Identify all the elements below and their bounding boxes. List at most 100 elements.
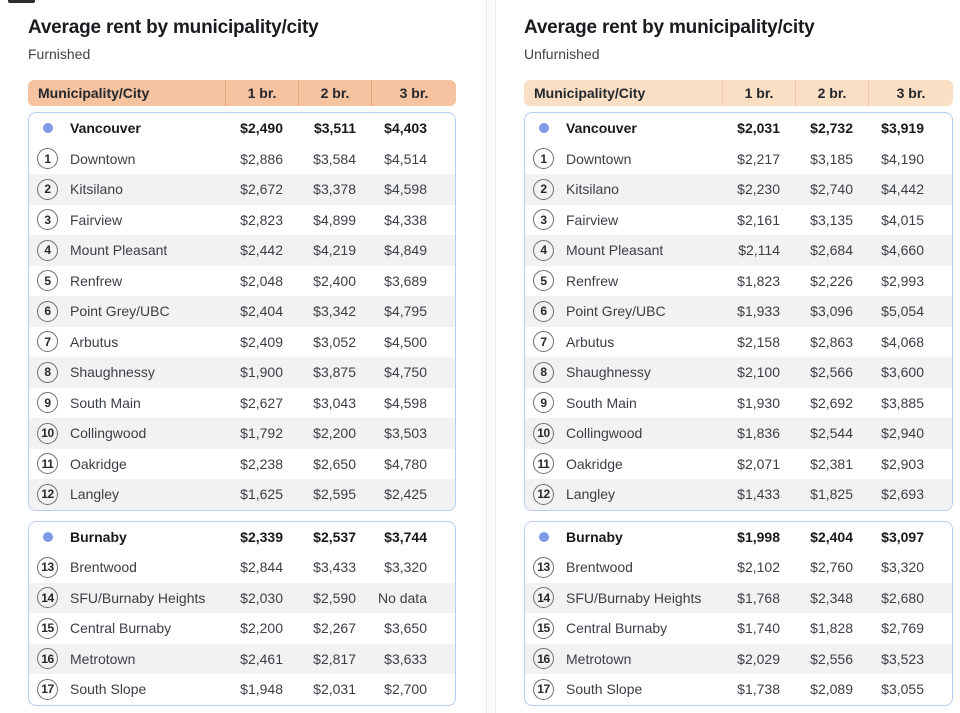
rent-value: $3,342 [313,303,356,320]
rank-badge: 13 [37,556,58,578]
neighborhood-name: Renfrew [70,272,123,289]
row-name-cell: 17 South Slope [29,678,224,700]
neighborhood-row: 1 Downtown $2,217 $3,185 $4,190 [525,144,952,175]
rent-value: $4,500 [384,333,427,350]
header-cell-2br: 2 br. [298,80,371,106]
row-name-cell: 8 Shaughnessy [525,361,721,383]
neighborhood-name: Central Burnaby [566,620,668,637]
city-marker-icon [538,123,549,134]
rent-value: $2,267 [313,620,356,637]
page-title: Average rent by municipality/city [28,17,319,38]
rent-value: $2,425 [384,486,427,503]
neighborhood-name: Oakridge [566,455,623,472]
panel-subtitle-furnished: Furnished [28,46,91,62]
rank-badge: 4 [37,239,58,261]
city-marker-icon [538,531,549,542]
rank-badge: 14 [37,587,58,609]
city-marker-icon [42,531,53,542]
neighborhood-row: 15 Central Burnaby $2,200 $2,267 $3,650 [29,613,455,644]
row-name-cell: 14 SFU/Burnaby Heights [525,587,721,609]
row-name-cell: 10 Collingwood [525,422,721,444]
furnished-panel: Average rent by municipality/city Furnis… [28,0,487,713]
rent-value: $2,071 [737,455,780,472]
row-name-cell: 9 South Main [29,392,224,414]
neighborhood-row: 13 Brentwood $2,102 $2,760 $3,320 [525,552,952,583]
rent-value: $3,523 [881,650,924,667]
rank-badge: 11 [533,453,554,475]
row-name-cell: 1 Downtown [29,148,224,170]
neighborhood-row: 11 Oakridge $2,238 $2,650 $4,780 [29,449,455,480]
rank-badge: 17 [533,678,554,700]
neighborhood-row: 14 SFU/Burnaby Heights $1,768 $2,348 $2,680 [525,582,952,613]
rent-value: $5,054 [881,303,924,320]
city-name: Burnaby [566,528,623,545]
neighborhood-row: 3 Fairview $2,161 $3,135 $4,015 [525,205,952,236]
rent-value: $4,190 [881,150,924,167]
rent-value: $4,338 [384,211,427,228]
neighborhood-name: South Slope [566,681,643,698]
rent-value: $2,404 [810,528,853,545]
rent-value: $4,660 [881,242,924,259]
rent-value: $4,598 [384,394,427,411]
rent-value: $2,381 [810,455,853,472]
neighborhood-name: South Main [566,394,637,411]
neighborhood-name: Point Grey/UBC [566,303,666,320]
row-name-cell: 3 Fairview [29,209,224,231]
rent-value: $2,200 [313,425,356,442]
cropped-element-artifact [8,0,35,3]
rent-value: $3,097 [881,528,924,545]
header-cell-2br: 2 br. [795,80,868,106]
rent-value: $4,068 [881,333,924,350]
rent-value: $2,461 [240,650,283,667]
neighborhood-row: 2 Kitsilano $2,230 $2,740 $4,442 [525,174,952,205]
neighborhood-name: Arbutus [70,333,119,350]
rent-value: $4,015 [881,211,924,228]
rent-value: $3,885 [881,394,924,411]
row-name-cell: 6 Point Grey/UBC [525,300,721,322]
neighborhood-row: 16 Metrotown $2,029 $2,556 $3,523 [525,643,952,674]
rent-value: $1,825 [810,486,853,503]
section-box: Burnaby $2,339 $2,537 $3,744 13 Brentwood $2,8… [28,520,456,706]
neighborhood-name: SFU/Burnaby Heights [566,589,702,606]
rank-badge: 15 [533,617,554,639]
row-name-cell: 12 Langley [29,483,224,505]
header-cell-1br: 1 br. [225,80,298,106]
neighborhood-name: Brentwood [70,559,137,576]
neighborhood-name: Point Grey/UBC [70,303,170,320]
neighborhood-row: 7 Arbutus $2,158 $2,863 $4,068 [525,327,952,358]
rent-value: $1,933 [737,303,780,320]
header-cell-municipality: Municipality/City [534,85,646,101]
row-name-cell: 15 Central Burnaby [29,617,224,639]
neighborhood-name: Mount Pleasant [566,242,664,259]
rank-badge: 7 [37,331,58,353]
neighborhood-name: Arbutus [566,333,615,350]
neighborhood-row: 9 South Main $1,930 $2,692 $3,885 [525,388,952,419]
neighborhood-row: 9 South Main $2,627 $3,043 $4,598 [29,388,455,419]
rent-value: $2,732 [810,120,853,137]
row-name-cell: 7 Arbutus [29,331,224,353]
rank-badge: 5 [533,270,554,292]
neighborhood-row: 10 Collingwood $1,792 $2,200 $3,503 [29,418,455,449]
section-box: Burnaby $1,998 $2,404 $3,097 13 Brentwood $2,1… [524,520,953,706]
rent-value: $4,849 [384,242,427,259]
rent-value: $1,768 [737,589,780,606]
rank-badge: 15 [37,617,58,639]
rent-value: $3,650 [384,620,427,637]
rent-value: $1,998 [737,528,780,545]
row-name-cell: 5 Renfrew [29,270,224,292]
rank-badge: 3 [37,209,58,231]
rent-value: $2,400 [313,272,356,289]
rent-value: $2,590 [313,589,356,606]
city-name: Vancouver [70,120,141,137]
neighborhood-row: 8 Shaughnessy $2,100 $2,566 $3,600 [525,357,952,388]
section-box: Vancouver $2,031 $2,732 $3,919 1 Downtown $2,2… [524,112,953,511]
city-row: Vancouver $2,031 $2,732 $3,919 [525,113,952,144]
neighborhood-row: 17 South Slope $1,948 $2,031 $2,700 [29,674,455,705]
neighborhood-row: 2 Kitsilano $2,672 $3,378 $4,598 [29,174,455,205]
rent-value: $4,899 [313,211,356,228]
rank-badge: 11 [37,453,58,475]
rank-badge: 13 [533,556,554,578]
rent-value: $2,556 [810,650,853,667]
rent-value: $2,031 [737,120,780,137]
neighborhood-row: 4 Mount Pleasant $2,442 $4,219 $4,849 [29,235,455,266]
